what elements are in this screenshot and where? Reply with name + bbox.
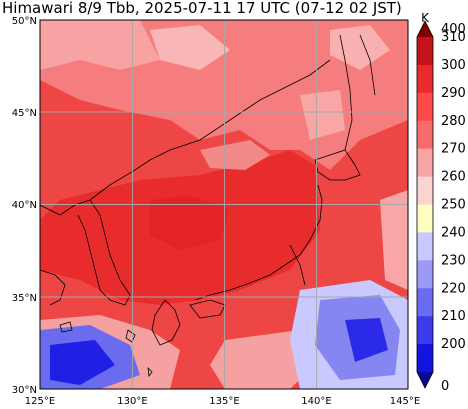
colorbar-tick-label: 260 — [441, 170, 466, 185]
colorbar-band — [417, 316, 433, 345]
lon-label-140: 140°E — [301, 396, 331, 407]
cloud-streak-mid — [200, 140, 270, 170]
colorbar-band — [417, 64, 433, 94]
colorbar-segments — [416, 20, 434, 389]
lon-labels: 125°E 130°E 135°E 140°E 145°E — [25, 396, 420, 407]
colorbar-tick-label: 0 — [441, 379, 449, 394]
lat-label-40: 40°N — [12, 200, 37, 211]
cloud-patch-e — [300, 90, 345, 140]
lat-label-30: 30°N — [12, 385, 37, 396]
lat-labels: 50°N 45°N 40°N 35°N 30°N — [12, 16, 37, 396]
colorbar-tick-label: 270 — [441, 142, 466, 157]
colorbar-tick-label: 300 — [441, 58, 466, 73]
colorbar-tick-label: 240 — [441, 225, 466, 240]
lat-label-45: 45°N — [12, 108, 37, 119]
colorbar-tick-label: 250 — [441, 198, 466, 213]
lon-label-130: 130°E — [117, 396, 147, 407]
colorbar-tick-label: 400 — [441, 22, 466, 37]
colorbar-tick-label: 290 — [441, 86, 466, 101]
colorbar-band — [417, 37, 433, 66]
map-frame — [39, 19, 409, 390]
lon-label-125: 125°E — [25, 396, 55, 407]
colorbar-outline — [416, 20, 434, 389]
lat-label-35: 35°N — [12, 293, 37, 304]
colorbar-band — [417, 176, 433, 205]
lat-label-50: 50°N — [12, 16, 37, 27]
warm-core — [150, 195, 230, 250]
lon-label-145: 145°E — [390, 396, 420, 407]
cold-core-se — [345, 318, 388, 362]
colorbar-tick-label: 280 — [441, 114, 466, 129]
colorbar-extend-max — [417, 21, 433, 37]
map-plot-area — [40, 20, 408, 389]
colorbar-band — [417, 344, 433, 373]
colorbar-band — [417, 120, 433, 150]
lon-label-135: 135°E — [209, 396, 239, 407]
colorbar-tick-label: 230 — [441, 253, 466, 268]
colorbar-band — [417, 92, 433, 122]
cloud-patch-n — [150, 25, 230, 70]
colorbar-tick-label: 200 — [441, 337, 466, 352]
graticule — [40, 20, 408, 389]
cloud-east-edge — [380, 190, 408, 290]
colorbar-unit: K — [421, 11, 430, 25]
cold-core-sw — [50, 340, 115, 385]
colorbar-band — [417, 204, 433, 233]
figure-title: Himawari 8/9 Tbb, 2025-07-11 17 UTC (07-… — [2, 0, 402, 17]
colorbar-band — [417, 232, 433, 261]
colorbar-tick-label: 220 — [441, 281, 466, 296]
cloud-patch-nw — [40, 20, 160, 70]
colorbar-extend-min — [417, 372, 433, 388]
colorbar-band — [417, 260, 433, 289]
colorbar-band — [417, 148, 433, 177]
colorbar-tick-label: 310 — [441, 30, 466, 45]
colorbar-tick-label: 210 — [441, 309, 466, 324]
colorbar-band — [417, 288, 433, 317]
